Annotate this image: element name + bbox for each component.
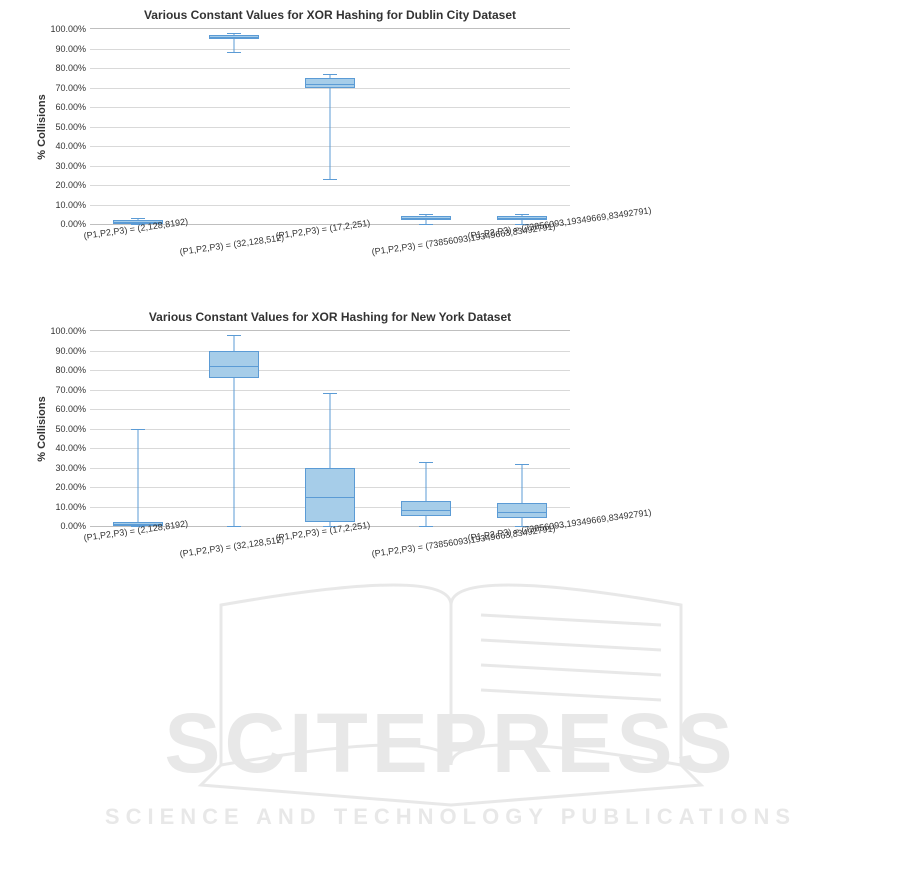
chart-title: Various Constant Values for XOR Hashing … — [90, 8, 570, 22]
book-icon — [21, 545, 881, 865]
y-tick-label: 100.00% — [40, 24, 86, 34]
y-tick-label: 50.00% — [40, 424, 86, 434]
boxplot — [401, 331, 451, 526]
box — [305, 468, 355, 523]
box — [209, 351, 259, 378]
boxplot — [305, 331, 355, 526]
y-tick-label: 70.00% — [40, 385, 86, 395]
y-tick-label: 50.00% — [40, 122, 86, 132]
y-tick-label: 80.00% — [40, 63, 86, 73]
y-tick-label: 30.00% — [40, 161, 86, 171]
boxplot — [305, 29, 355, 224]
y-tick-label: 40.00% — [40, 141, 86, 151]
box — [497, 503, 547, 519]
x-tick-label: (P1,P2,P3) = (32,128,512) — [179, 232, 285, 257]
x-axis-labels: (P1,P2,P3) = (2,128,8192)(P1,P2,P3) = (3… — [90, 225, 570, 285]
y-tick-label: 30.00% — [40, 463, 86, 473]
watermark-logo-text: SCITEPRESS — [164, 695, 736, 792]
y-tick-label: 90.00% — [40, 44, 86, 54]
y-tick-label: 20.00% — [40, 180, 86, 190]
y-tick-label: 0.00% — [40, 521, 86, 531]
y-tick-label: 60.00% — [40, 404, 86, 414]
box — [401, 501, 451, 517]
x-tick-label: (P1,P2,P3) = (32,128,512) — [179, 534, 285, 559]
boxplot — [209, 331, 259, 526]
boxplot — [113, 331, 163, 526]
y-tick-label: 90.00% — [40, 346, 86, 356]
boxplot — [401, 29, 451, 224]
y-tick-label: 40.00% — [40, 443, 86, 453]
x-axis-labels: (P1,P2,P3) = (2,128,8192)(P1,P2,P3) = (3… — [90, 527, 570, 587]
watermark-tagline: SCIENCE AND TECHNOLOGY PUBLICATIONS — [105, 804, 796, 830]
boxplot — [113, 29, 163, 224]
boxplot — [497, 29, 547, 224]
y-tick-label: 60.00% — [40, 102, 86, 112]
boxplot — [209, 29, 259, 224]
chart-title: Various Constant Values for XOR Hashing … — [90, 310, 570, 324]
chart-newyork: Various Constant Values for XOR Hashing … — [30, 310, 570, 587]
y-tick-label: 20.00% — [40, 482, 86, 492]
y-tick-label: 10.00% — [40, 200, 86, 210]
y-tick-label: 70.00% — [40, 83, 86, 93]
y-tick-label: 10.00% — [40, 502, 86, 512]
y-tick-label: 80.00% — [40, 365, 86, 375]
boxplot — [497, 331, 547, 526]
y-tick-label: 0.00% — [40, 219, 86, 229]
chart-dublin: Various Constant Values for XOR Hashing … — [30, 8, 570, 285]
plot-area: % Collisions 0.00%10.00%20.00%30.00%40.0… — [90, 330, 570, 527]
y-tick-label: 100.00% — [40, 326, 86, 336]
plot-area: % Collisions 0.00%10.00%20.00%30.00%40.0… — [90, 28, 570, 225]
